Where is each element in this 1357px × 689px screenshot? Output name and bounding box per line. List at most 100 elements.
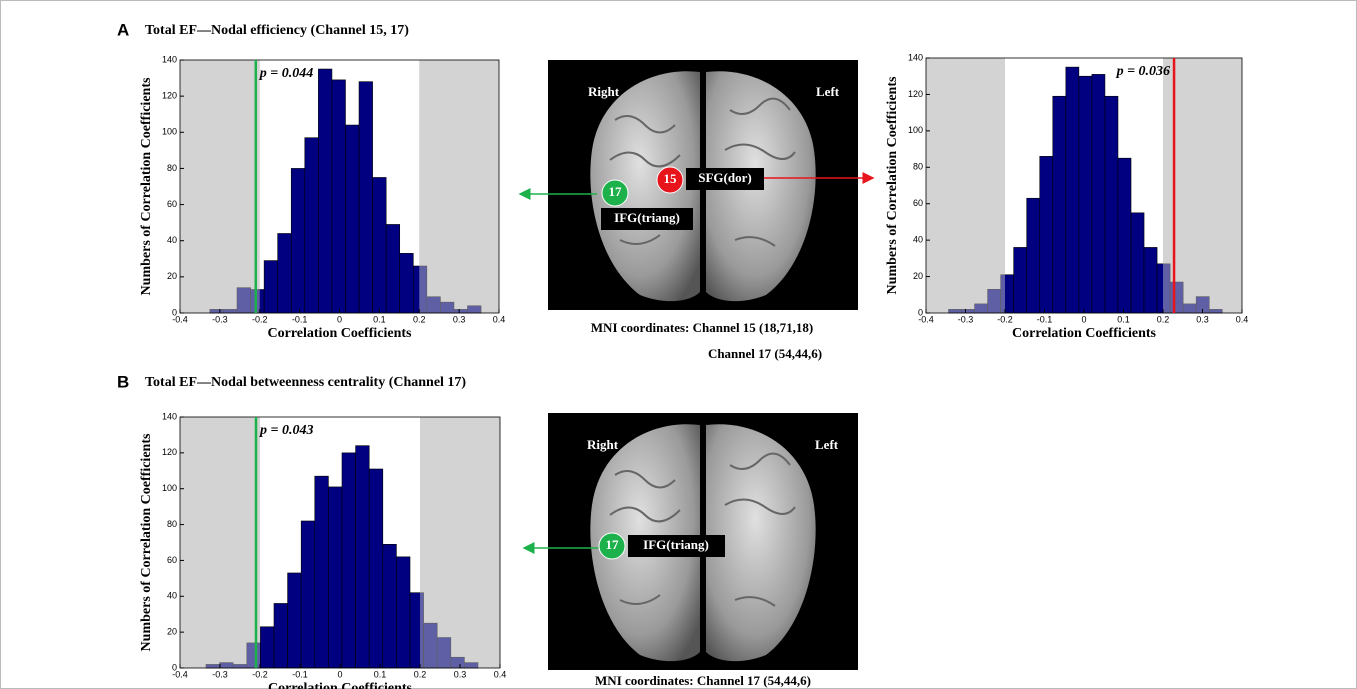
x-tick-label: -0.1 <box>1037 314 1053 324</box>
y-tick-label: 20 <box>913 271 923 281</box>
x-tick-label: 0.2 <box>1157 314 1170 324</box>
histogram-bar <box>383 544 397 668</box>
y-tick-label: 140 <box>908 52 923 62</box>
channel-number: 17 <box>609 184 623 199</box>
y-tick-label: 100 <box>908 125 923 135</box>
channel-number: 17 <box>606 537 620 552</box>
panel-letter: B <box>117 372 129 391</box>
histogram-bar <box>1066 67 1079 313</box>
p-value-annotation: p = 0.043 <box>259 423 313 438</box>
histogram-bar <box>301 521 315 668</box>
histogram-bar <box>332 80 346 313</box>
region-label: SFG(dor) <box>698 170 751 185</box>
shaded-overlay <box>419 60 499 313</box>
region-label: IFG(triang) <box>614 210 680 225</box>
x-tick-label: -0.2 <box>252 314 268 324</box>
y-axis-label: Numbers of Correlation Coefficients <box>139 433 154 651</box>
y-tick-label: 40 <box>167 235 177 245</box>
panel-title: Total EF—Nodal betweenness centrality (C… <box>145 375 466 390</box>
x-tick-label: 0 <box>1081 314 1086 324</box>
y-tick-label: 120 <box>908 89 923 99</box>
histogram-bar <box>278 233 292 313</box>
y-tick-label: 100 <box>162 127 177 137</box>
y-tick-label: 100 <box>162 483 177 493</box>
histogram-bar <box>373 177 387 313</box>
mni-text: MNI coordinates: Channel 15 (18,71,18) <box>591 320 813 335</box>
region-label: IFG(triang) <box>643 537 709 552</box>
shaded-overlay <box>926 58 1005 313</box>
y-tick-label: 60 <box>913 198 923 208</box>
x-tick-label: -0.4 <box>918 314 934 324</box>
histogram-bar <box>400 253 414 313</box>
histogram-bar <box>318 69 332 313</box>
histogram-bar <box>305 138 319 313</box>
histogram-bar <box>396 557 410 668</box>
x-tick-label: 0.3 <box>454 669 467 679</box>
brain-side-label: Right <box>587 437 619 452</box>
x-axis-label: Correlation Coefficients <box>268 681 413 689</box>
p-value-annotation: p = 0.044 <box>259 66 313 81</box>
x-tick-label: -0.1 <box>292 314 308 324</box>
y-axis-label: Numbers of Correlation Coefficients <box>885 76 900 294</box>
y-tick-label: 80 <box>167 519 177 529</box>
y-tick-label: 140 <box>162 54 177 64</box>
histogram-bar <box>315 476 329 668</box>
y-tick-label: 20 <box>167 271 177 281</box>
histogram-bar <box>1053 96 1066 313</box>
histogram-bar <box>1131 213 1144 313</box>
panel-title: Total EF—Nodal efficiency (Channel 15, 1… <box>145 23 409 38</box>
histogram-bar <box>345 125 359 313</box>
x-tick-label: 0.3 <box>453 314 466 324</box>
shaded-overlay <box>180 417 260 668</box>
panel-letter: A <box>117 20 129 39</box>
y-tick-label: 20 <box>167 627 177 637</box>
x-tick-label: -0.3 <box>212 669 228 679</box>
histogram-bar <box>328 487 342 668</box>
histogram-bar <box>1118 158 1131 313</box>
histogram-bar <box>1105 96 1118 313</box>
histogram-bar <box>359 82 373 313</box>
brain-side-label: Left <box>816 84 840 99</box>
x-tick-label: 0.4 <box>493 314 506 324</box>
histogram-bar <box>288 573 302 668</box>
histogram-bar <box>1027 198 1040 313</box>
x-tick-label: -0.2 <box>997 314 1013 324</box>
x-tick-label: 0.1 <box>1117 314 1130 324</box>
mni-text: MNI coordinates: Channel 17 (54,44,6) <box>595 673 811 688</box>
figure: A Total EF—Nodal efficiency (Channel 15,… <box>0 0 1357 689</box>
histogram-bar <box>1144 247 1157 313</box>
histogram-bar <box>291 168 305 313</box>
mni-text: Channel 17 (54,44,6) <box>708 346 822 361</box>
histogram-bar <box>356 446 370 668</box>
brain-side-label: Left <box>815 437 839 452</box>
shaded-overlay <box>420 417 500 668</box>
x-tick-label: 0 <box>337 669 342 679</box>
histogram-bar <box>342 453 356 668</box>
histogram-bar <box>386 224 400 313</box>
x-tick-label: -0.4 <box>172 314 188 324</box>
y-tick-label: 80 <box>167 163 177 173</box>
x-tick-label: 0.3 <box>1196 314 1209 324</box>
x-tick-label: 0 <box>337 314 342 324</box>
y-axis-label: Numbers of Correlation Coefficients <box>139 77 154 295</box>
shaded-overlay <box>180 60 260 313</box>
histogram-bar <box>264 261 278 313</box>
x-tick-label: 0.2 <box>413 314 426 324</box>
histogram-bar <box>1040 156 1053 313</box>
x-tick-label: -0.2 <box>252 669 268 679</box>
p-value-annotation: p = 0.036 <box>1116 64 1170 79</box>
x-axis-label: Correlation Coefficients <box>1012 326 1157 341</box>
y-tick-label: 120 <box>162 447 177 457</box>
x-tick-label: 0.1 <box>373 314 386 324</box>
x-tick-label: 0.4 <box>1236 314 1249 324</box>
x-tick-label: -0.3 <box>212 314 228 324</box>
y-tick-label: 120 <box>162 91 177 101</box>
x-tick-label: -0.4 <box>172 669 188 679</box>
x-tick-label: 0.1 <box>374 669 387 679</box>
channel-number: 15 <box>664 171 678 186</box>
y-tick-label: 60 <box>167 555 177 565</box>
y-tick-label: 80 <box>913 162 923 172</box>
y-tick-label: 60 <box>167 199 177 209</box>
histogram-bar <box>1014 247 1027 313</box>
brain-side-label: Right <box>588 84 620 99</box>
